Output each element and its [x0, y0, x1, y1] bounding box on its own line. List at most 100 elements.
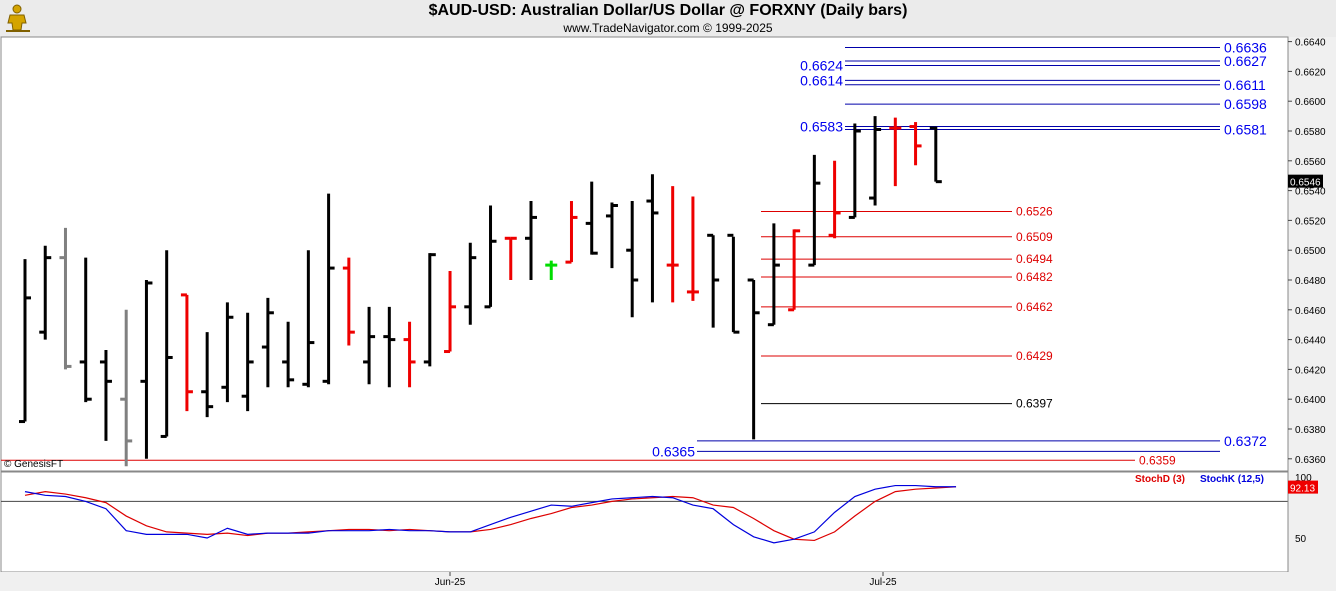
y-tick-label: 0.6580	[1295, 127, 1326, 138]
genesis-watermark: © GenesisFT	[4, 459, 63, 470]
fib-label-red: 0.6429	[1016, 349, 1053, 363]
ohlc-bar	[545, 260, 558, 280]
y-tick-label: 0.6600	[1295, 97, 1326, 108]
copyright-text: www.TradeNavigator.com © 1999-2025	[563, 21, 773, 35]
ohlc-bar	[160, 250, 173, 438]
ohlc-bar	[525, 201, 537, 280]
ohlc-bar	[808, 154, 821, 267]
fib-label-red: 0.6482	[1016, 270, 1053, 284]
ohlc-bar	[180, 293, 193, 412]
ohlc-bar	[646, 174, 659, 303]
fib-label-blue: 0.6636	[1224, 40, 1267, 56]
stoch-legend-stochk: StochK (12,5)	[1200, 474, 1264, 485]
ohlc-bar	[39, 245, 52, 340]
ohlc-bar	[201, 332, 214, 418]
fib-label-blue: 0.6624	[800, 57, 843, 73]
y-tick-label: 0.6480	[1295, 276, 1326, 287]
ohlc-bar	[261, 297, 274, 388]
ohlc-bar	[302, 250, 315, 388]
y-tick-label: 0.6360	[1295, 455, 1326, 466]
fib-label-red: 0.6494	[1016, 252, 1053, 266]
fib-label-black: 0.6397	[1016, 397, 1053, 411]
ohlc-bar	[727, 233, 740, 334]
ohlc-bar	[444, 271, 457, 354]
fib-label-red: 0.6526	[1016, 204, 1053, 218]
ohlc-bar	[788, 229, 801, 312]
stoch-series-line	[24, 484, 957, 544]
ohlc-bar	[79, 257, 92, 403]
ohlc-bar	[707, 233, 720, 328]
right-axis-area	[1288, 37, 1336, 591]
ohlc-bar	[383, 306, 396, 388]
ohlc-bar	[140, 280, 153, 459]
stoch-y-tick-label: 100	[1295, 473, 1312, 484]
ohlc-bar	[869, 116, 882, 206]
ohlc-bar	[322, 193, 335, 385]
ohlc-bar	[342, 257, 355, 346]
y-tick-label: 0.6400	[1295, 395, 1326, 406]
ohlc-bar	[828, 160, 841, 239]
ohlc-bar	[221, 302, 234, 403]
x-tick-label: Jul-25	[869, 577, 897, 588]
fib-label-blue: 0.6598	[1224, 96, 1267, 112]
ohlc-bar	[585, 181, 598, 255]
stoch-legend-stochd: StochD (3)	[1135, 474, 1185, 485]
ohlc-bar	[99, 350, 112, 441]
ohlc-bar	[19, 259, 31, 424]
main-panel-frame	[0, 36, 1289, 472]
stoch-last-value-label: 92.13	[1290, 484, 1315, 495]
chart-title: $AUD-USD: Australian Dollar/US Dollar @ …	[428, 2, 908, 19]
ohlc-bar	[363, 306, 376, 385]
fib-label-red: 0.6509	[1016, 230, 1053, 244]
fib-label-red: 0.6359	[1139, 453, 1176, 467]
ohlc-bar	[403, 321, 416, 388]
stoch-last-value-box	[1288, 480, 1318, 494]
ohlc-bar	[565, 201, 578, 264]
stoch-y-tick-label: 50	[1295, 534, 1307, 545]
fib-label-blue: 0.6372	[1224, 433, 1267, 449]
ohlc-bar	[423, 253, 436, 367]
y-tick-label: 0.6420	[1295, 365, 1326, 376]
ohlc-bar	[909, 122, 922, 166]
y-tick-label: 0.6460	[1295, 306, 1326, 317]
ohlc-bar	[282, 321, 295, 388]
ohlc-bar	[889, 117, 902, 187]
stoch-series-line	[24, 486, 957, 542]
ohlc-bar	[686, 196, 699, 301]
chart-header: $AUD-USD: Australian Dollar/US Dollar @ …	[0, 0, 1336, 37]
y-tick-label: 0.6540	[1295, 187, 1326, 198]
y-tick-label: 0.6380	[1295, 425, 1326, 436]
stoch-panel-frame	[0, 471, 1289, 573]
y-tick-label: 0.6560	[1295, 157, 1326, 168]
ohlc-bar	[464, 242, 477, 325]
ohlc-bar	[120, 309, 133, 467]
y-tick-label: 0.6440	[1295, 336, 1326, 347]
fib-label-blue: 0.6581	[1224, 122, 1267, 138]
fib-label-blue: 0.6614	[800, 72, 843, 88]
ohlc-bar	[767, 223, 780, 327]
y-tick-label: 0.6520	[1295, 216, 1326, 227]
ohlc-bar	[626, 201, 639, 318]
time-axis-area	[0, 572, 1288, 591]
y-tick-label: 0.6620	[1295, 67, 1326, 78]
ohlc-bar	[666, 186, 679, 303]
ohlc-bar	[848, 123, 861, 219]
ohlc-bar	[484, 205, 497, 309]
ohlc-bar	[59, 227, 72, 370]
x-tick-label: Jun-25	[435, 577, 466, 588]
last-price-label: 0.6546	[1290, 178, 1321, 189]
ohlc-bar	[241, 312, 254, 412]
ohlc-bar	[747, 278, 760, 440]
y-tick-label: 0.6640	[1295, 38, 1326, 49]
bull-figure-icon	[6, 4, 30, 32]
y-tick-label: 0.6500	[1295, 246, 1326, 257]
ohlc-bar	[929, 126, 942, 184]
ohlc-bar	[504, 236, 517, 280]
fib-label-blue: 0.6627	[1224, 53, 1267, 69]
ohlc-bar	[605, 202, 618, 269]
last-price-box	[1288, 174, 1323, 188]
fib-label-blue: 0.6611	[1224, 77, 1266, 93]
fib-label-blue: 0.6365	[652, 443, 695, 459]
fib-label-blue: 0.6583	[800, 119, 843, 135]
